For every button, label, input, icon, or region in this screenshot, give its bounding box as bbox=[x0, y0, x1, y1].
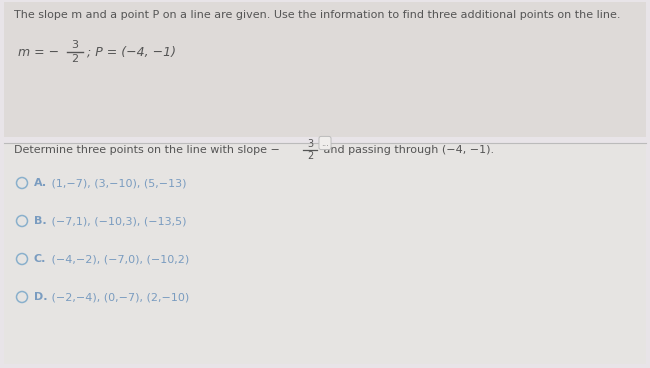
Text: C.: C. bbox=[34, 254, 46, 264]
Text: ; P = (−4, −1): ; P = (−4, −1) bbox=[87, 46, 176, 59]
Text: Determine three points on the line with slope −: Determine three points on the line with … bbox=[14, 145, 280, 155]
Text: A.: A. bbox=[34, 178, 47, 188]
Text: (−2,−4), (0,−7), (2,−10): (−2,−4), (0,−7), (2,−10) bbox=[48, 292, 189, 302]
Text: and passing through (−4, −1).: and passing through (−4, −1). bbox=[320, 145, 494, 155]
Text: B.: B. bbox=[34, 216, 47, 226]
Text: 2: 2 bbox=[72, 54, 79, 64]
FancyBboxPatch shape bbox=[4, 2, 646, 137]
Text: 3: 3 bbox=[307, 139, 313, 149]
Text: 3: 3 bbox=[72, 40, 79, 50]
Text: ...: ... bbox=[321, 138, 329, 148]
FancyBboxPatch shape bbox=[4, 143, 646, 364]
Text: (−4,−2), (−7,0), (−10,2): (−4,−2), (−7,0), (−10,2) bbox=[48, 254, 189, 264]
Text: m = −: m = − bbox=[18, 46, 59, 59]
Text: D.: D. bbox=[34, 292, 47, 302]
Text: (1,−7), (3,−10), (5,−13): (1,−7), (3,−10), (5,−13) bbox=[48, 178, 187, 188]
Text: (−7,1), (−10,3), (−13,5): (−7,1), (−10,3), (−13,5) bbox=[48, 216, 187, 226]
Text: 2: 2 bbox=[307, 151, 313, 161]
Text: The slope m and a point P on a line are given. Use the information to find three: The slope m and a point P on a line are … bbox=[14, 10, 621, 20]
